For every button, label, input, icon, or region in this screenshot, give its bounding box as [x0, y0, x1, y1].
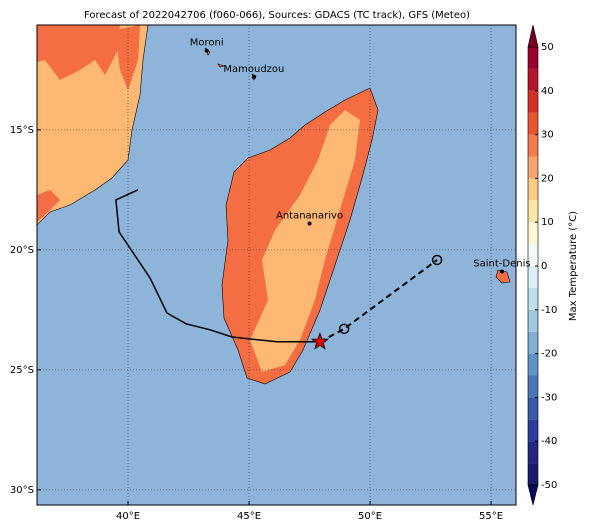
colorbar-over	[527, 24, 539, 48]
colorbar-band	[528, 68, 538, 91]
colorbar-tick-label: 0	[541, 261, 547, 272]
city-dot	[499, 269, 504, 274]
colorbar-band	[528, 156, 538, 179]
x-tick-label: 40°E	[116, 511, 140, 522]
city-label: Saint-Denis	[473, 258, 530, 269]
colorbar-tick-label: 10	[541, 217, 554, 228]
colorbar-tick-label: 20	[541, 173, 554, 184]
colorbar-band	[528, 419, 538, 442]
colorbar-tick-label: -10	[541, 305, 557, 316]
y-tick-label: 15°S	[10, 125, 34, 136]
reunion	[495, 269, 511, 284]
city-label: Mamoudzou	[223, 64, 284, 75]
colorbar-band	[528, 222, 538, 245]
colorbar-band	[528, 244, 538, 266]
colorbar-band	[528, 331, 538, 354]
colorbar-tick-label: -20	[541, 349, 557, 360]
colorbar-band	[528, 112, 538, 135]
colorbar: -50 -40 -30 -20 -10 0 10 20 30 40 50 Max Temperatur…	[527, 24, 579, 506]
warm-region	[37, 190, 60, 222]
y-tick-label: 30°S	[10, 485, 34, 496]
colorbar-band	[528, 134, 538, 157]
colorbar-tick-label: -30	[541, 392, 557, 403]
map-frame	[36, 24, 517, 506]
colorbar-band	[528, 178, 538, 201]
colorbar-band	[528, 90, 538, 113]
city-dot	[307, 221, 312, 226]
city-label: Moroni	[190, 38, 224, 49]
warm-region	[37, 25, 120, 80]
forecast-track	[319, 259, 438, 343]
colorbar-band	[528, 47, 538, 69]
colorbar-under	[527, 484, 539, 506]
x-tick-label: 45°E	[237, 511, 261, 522]
forecast-point	[338, 323, 350, 335]
colorbar-band	[528, 200, 538, 223]
x-tick-label: 50°E	[358, 511, 382, 522]
city-dot	[251, 75, 256, 80]
city-dot	[204, 48, 209, 53]
colorbar-tick-label: 30	[541, 130, 554, 141]
map-title: Forecast of 2022042706 (f060-066), Sourc…	[84, 10, 470, 21]
colorbar-tick-label: 50	[541, 42, 554, 53]
colorbar-tick-label: -50	[541, 480, 557, 491]
colorbar-band	[528, 353, 538, 376]
colorbar-band	[528, 463, 538, 485]
warm-region	[115, 25, 140, 90]
colorbar-label: Max Temperature (°C)	[568, 211, 579, 321]
cooler-highlands	[250, 110, 360, 372]
y-tick-label: 25°S	[10, 365, 34, 376]
city-label: Antananarivo	[276, 210, 343, 221]
current-position	[310, 332, 330, 350]
colorbar-tick-label: 40	[541, 86, 554, 97]
colorbar-band	[528, 287, 538, 310]
y-tick-label: 20°S	[10, 245, 34, 256]
colorbar-band	[528, 397, 538, 420]
colorbar-band	[528, 375, 538, 398]
past-track	[115, 189, 320, 343]
land	[37, 25, 511, 385]
colorbar-tick-label: -40	[541, 436, 557, 447]
colorbar-band	[528, 266, 538, 288]
colorbar-band	[528, 309, 538, 332]
x-tick-label: 55°E	[479, 511, 503, 522]
forecast-point	[431, 254, 443, 266]
colorbar-band	[528, 441, 538, 464]
